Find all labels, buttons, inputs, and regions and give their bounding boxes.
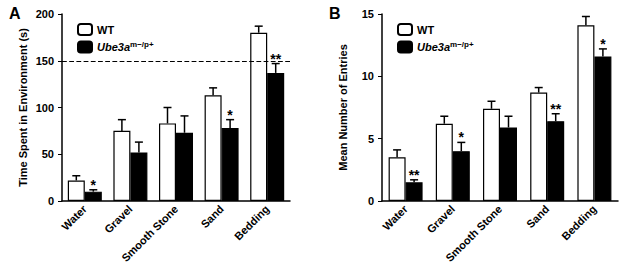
svg-text:**: ** — [409, 167, 420, 183]
svg-text:*: * — [227, 107, 233, 123]
svg-text:WT: WT — [97, 24, 114, 36]
svg-text:Smooth Stone: Smooth Stone — [119, 203, 180, 264]
svg-text:*: * — [91, 177, 97, 193]
svg-text:100: 100 — [36, 102, 54, 114]
svg-text:5: 5 — [368, 133, 374, 145]
svg-text:**: ** — [550, 101, 561, 117]
svg-text:Water: Water — [59, 202, 89, 232]
svg-text:Ube3a: Ube3a — [97, 41, 130, 53]
svg-text:15: 15 — [362, 8, 374, 20]
svg-text:50: 50 — [42, 148, 54, 160]
svg-text:0: 0 — [368, 195, 374, 207]
svg-text:Sand: Sand — [198, 203, 225, 230]
svg-text:m−/p+: m−/p+ — [450, 40, 474, 49]
svg-text:Time Spent in Environment (s): Time Spent in Environment (s) — [17, 28, 29, 187]
svg-text:*: * — [459, 129, 465, 145]
svg-text:0: 0 — [48, 195, 54, 207]
svg-text:Gravel: Gravel — [424, 203, 457, 236]
svg-text:A: A — [9, 5, 21, 22]
svg-text:Gravel: Gravel — [102, 203, 135, 236]
svg-text:*: * — [600, 36, 606, 52]
svg-text:Bedding: Bedding — [559, 203, 599, 243]
svg-text:200: 200 — [36, 8, 54, 20]
svg-text:m−/p+: m−/p+ — [130, 40, 154, 49]
svg-text:Smooth Stone: Smooth Stone — [443, 203, 504, 264]
svg-text:Water: Water — [380, 202, 410, 232]
svg-text:10: 10 — [362, 70, 374, 82]
svg-text:Ube3a: Ube3a — [417, 41, 450, 53]
svg-text:150: 150 — [36, 55, 54, 67]
svg-text:WT: WT — [417, 24, 434, 36]
svg-text:Mean Number of Entries: Mean Number of Entries — [337, 44, 349, 171]
svg-text:**: ** — [270, 51, 281, 67]
svg-text:Sand: Sand — [524, 203, 551, 230]
svg-text:Bedding: Bedding — [232, 203, 272, 243]
svg-text:B: B — [329, 5, 341, 22]
